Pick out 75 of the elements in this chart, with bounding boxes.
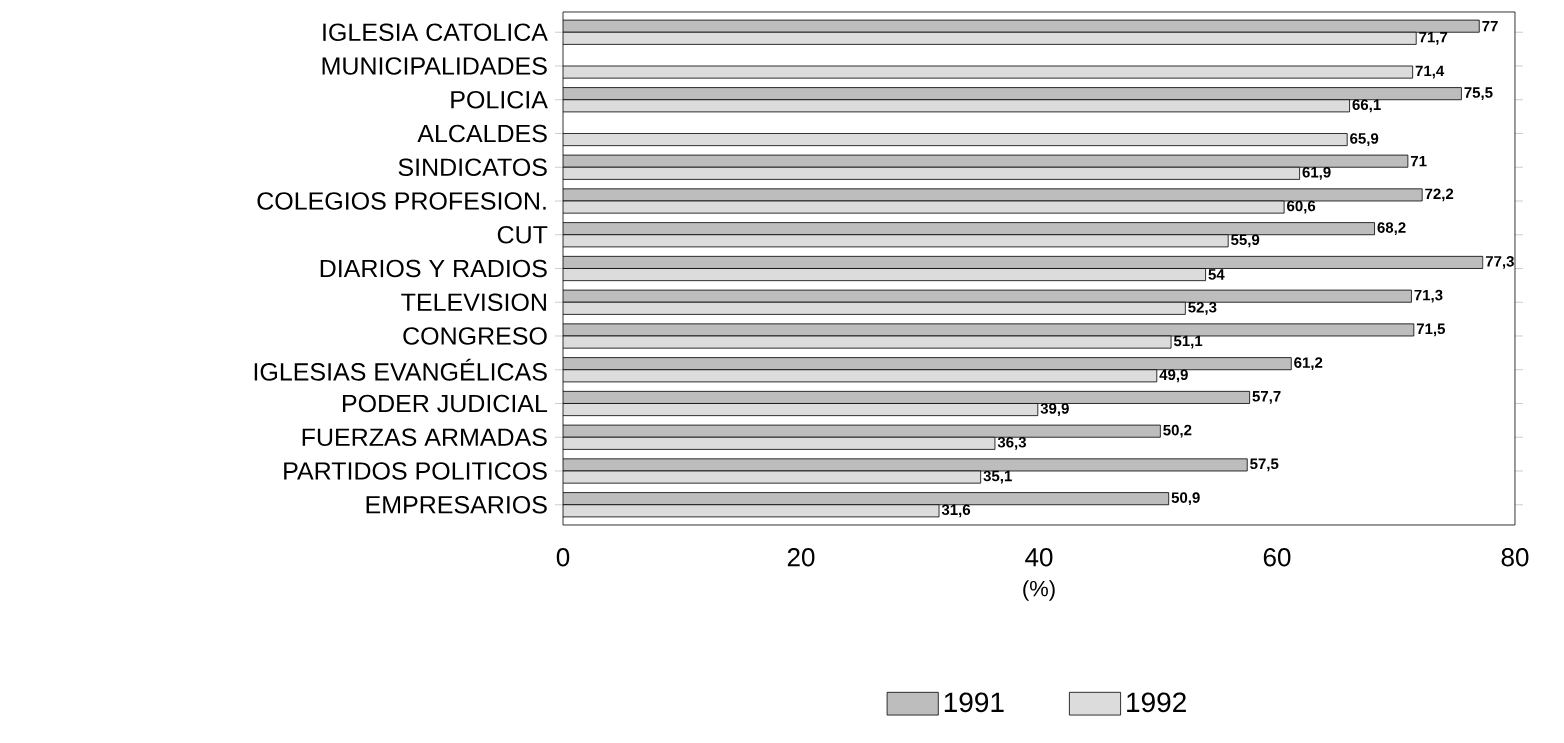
data-label: 71,5: [1416, 323, 1446, 337]
y-tick-label: CONGRESO: [403, 327, 547, 345]
bar: [563, 133, 1348, 147]
data-label: 71,7: [1419, 32, 1448, 45]
y-tick-label: MUNICIPALIDADES: [322, 57, 547, 75]
y-tick-label: TELEVISION: [401, 293, 546, 312]
bar: [563, 87, 1462, 101]
x-tick-label: 60: [1263, 548, 1291, 567]
legend-label: 1992: [1127, 692, 1186, 713]
data-label: 71: [1410, 156, 1427, 167]
y-tick-label: EMPRESARIOS: [366, 495, 547, 514]
data-label: 68,2: [1377, 222, 1406, 236]
x-tick-label: 80: [1501, 548, 1529, 567]
bar: [563, 188, 1423, 202]
y-tick-label: COLEGIOS PROFESION.: [257, 192, 546, 210]
data-label: 61,2: [1294, 357, 1323, 371]
data-label: 71,4: [1415, 65, 1445, 79]
bar: [563, 234, 1229, 248]
bar: [563, 154, 1409, 168]
bar: [563, 255, 1484, 269]
bar: [563, 357, 1292, 371]
y-tick-label: IGLESIAS EVANGÉLICAS: [254, 358, 547, 381]
data-label: 72,2: [1425, 188, 1454, 202]
y-tick-label: POLICIA: [451, 90, 548, 109]
y-tick-label: CUT: [497, 225, 548, 244]
bar: [563, 390, 1251, 404]
data-label: 51,1: [1173, 335, 1203, 349]
data-label: 55,9: [1231, 234, 1260, 248]
bar: [563, 99, 1350, 113]
bar: [563, 166, 1300, 180]
data-label: 66,1: [1352, 99, 1381, 113]
legend-label: 1991: [944, 692, 1004, 713]
bar: [563, 19, 1480, 33]
data-label: 49,9: [1159, 369, 1188, 383]
data-label: 54: [1208, 269, 1225, 280]
y-tick-label: PODER JUDICIAL: [342, 394, 548, 413]
data-label: 35,1: [983, 470, 1012, 484]
data-label: 50,9: [1171, 492, 1200, 506]
bar: [563, 222, 1375, 236]
data-label: 36,3: [997, 436, 1027, 450]
bar: [563, 301, 1186, 315]
data-label: 39,9: [1040, 403, 1069, 416]
y-tick-label: DIARIOS Y RADIOS: [320, 259, 547, 278]
x-tick-label: 40: [1025, 548, 1053, 567]
y-tick-label: IGLESIA CATOLICA: [323, 23, 548, 42]
data-label: 61,9: [1302, 166, 1331, 180]
data-label: 31,6: [941, 504, 971, 518]
x-tick-label: 0: [556, 548, 570, 567]
data-label: 52,3: [1188, 301, 1217, 315]
bar: [563, 436, 996, 450]
x-tick-label: 20: [787, 548, 815, 567]
data-label: 60,6: [1287, 200, 1316, 214]
bar: [563, 31, 1417, 45]
data-label: 77: [1482, 21, 1498, 32]
bar: [563, 458, 1248, 472]
bar: [563, 424, 1161, 438]
bar: [563, 289, 1412, 303]
data-label: 50,2: [1163, 424, 1192, 438]
data-label: 57,7: [1252, 391, 1281, 404]
bar: [563, 504, 940, 518]
data-label: 77,3: [1485, 256, 1514, 269]
bar: [563, 369, 1158, 383]
bar: [563, 268, 1206, 282]
y-tick-label: FUERZAS ARMADAS: [302, 428, 547, 447]
data-label: 75,5: [1464, 87, 1493, 100]
data-label: 57,5: [1250, 458, 1279, 472]
y-tick-label: PARTIDOS POLITICOS: [284, 462, 547, 480]
bar: [563, 323, 1415, 337]
bar: [563, 403, 1039, 417]
y-tick-label: ALCALDES: [417, 124, 547, 143]
data-label: 71,3: [1414, 289, 1443, 303]
data-label: 65,9: [1350, 133, 1379, 146]
x-axis-title: (%): [1023, 580, 1055, 601]
y-tick-label: SINDICATOS: [398, 158, 547, 177]
bar: [563, 492, 1170, 506]
